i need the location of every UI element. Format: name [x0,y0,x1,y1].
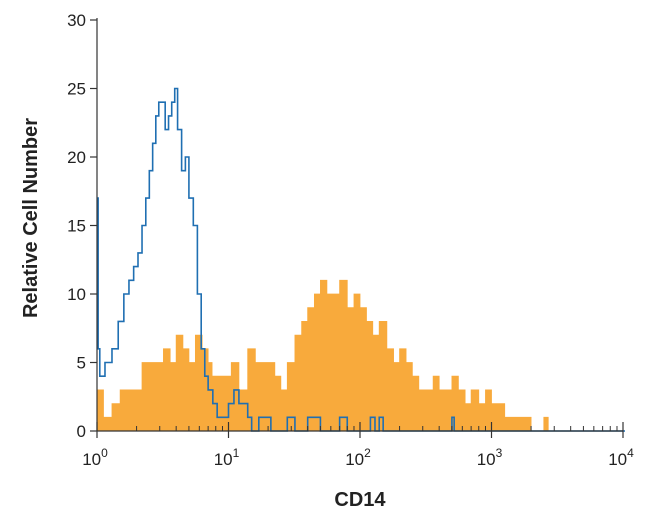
y-axis: 0 5 10 15 20 25 30 [67,11,98,441]
plot-area [96,87,625,432]
series-0-fill [96,279,557,432]
y-tick-label-15: 15 [67,217,86,236]
y-axis-title: Relative Cell Number [20,118,42,318]
x-axis: 100 101 102 103 104 [82,422,634,469]
series-1-outline [97,87,625,432]
x-tick-label-2: 102 [345,446,371,469]
y-tick-label-10: 10 [67,285,86,304]
x-tick-label-0: 100 [82,446,108,469]
y-tick-label-5: 5 [77,354,86,373]
x-tick-label-3: 103 [477,446,503,469]
y-tick-label-25: 25 [67,80,86,99]
y-tick-label-0: 0 [77,422,86,441]
y-tick-label-20: 20 [67,148,86,167]
x-tick-label-4: 104 [608,446,634,469]
x-axis-title: CD14 [334,489,386,511]
x-tick-label-1: 101 [214,446,240,469]
y-tick-label-30: 30 [67,11,86,30]
